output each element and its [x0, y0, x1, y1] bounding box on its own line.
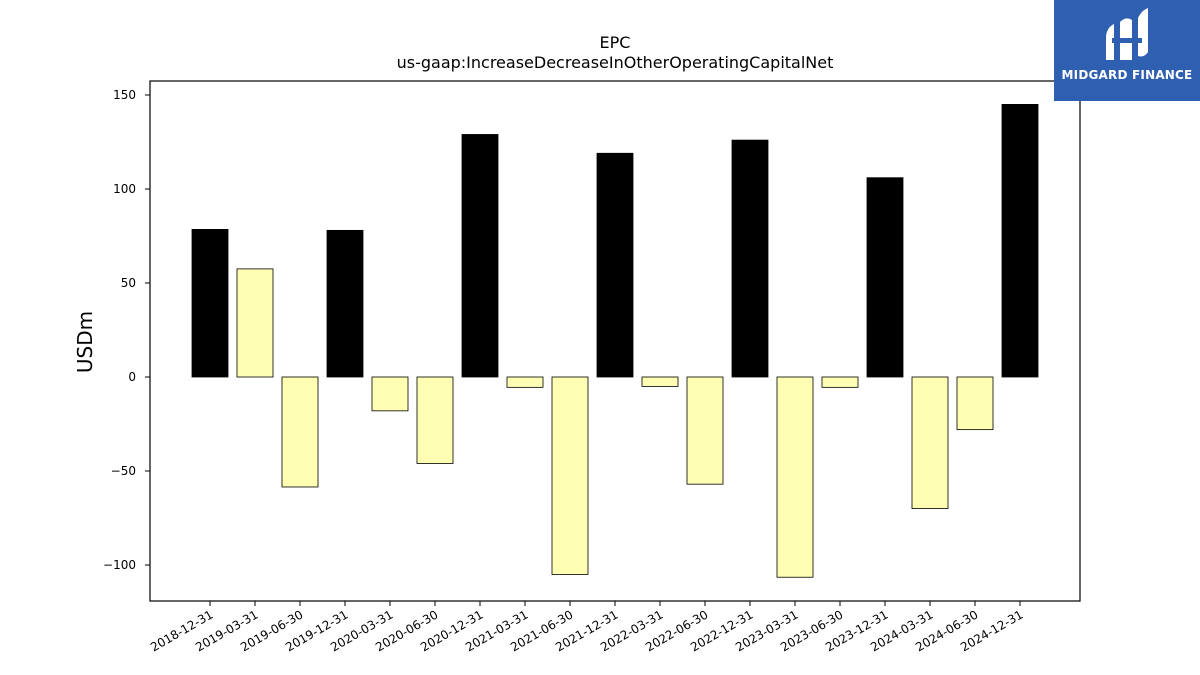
bar-2019-12-31 — [326, 229, 364, 378]
bar-2018-12-31 — [191, 229, 229, 378]
bar-2023-06-30 — [821, 376, 859, 388]
plot-frame — [149, 80, 1081, 602]
y-axis-label: USDm — [73, 311, 97, 373]
y-tick-label: −100 — [103, 558, 136, 572]
bar-2019-06-30 — [281, 376, 319, 488]
bar-2024-03-31 — [911, 376, 949, 510]
bar-2021-12-31 — [596, 152, 634, 378]
bar-2023-03-31 — [776, 376, 814, 578]
bar-2021-06-30 — [551, 376, 589, 575]
bar-2024-06-30 — [956, 376, 994, 431]
bar-2021-03-31 — [506, 376, 544, 388]
bars-group — [191, 104, 1039, 578]
bar-2020-03-31 — [371, 376, 409, 412]
bar-2020-12-31 — [461, 134, 499, 378]
x-axis: 2018-12-312019-03-312019-06-302019-12-31… — [148, 601, 1026, 654]
bar-2023-12-31 — [866, 177, 904, 378]
y-axis: −100 −50 0 50 100 150 — [103, 88, 150, 572]
bar-2020-06-30 — [416, 376, 454, 464]
y-tick-label: 150 — [113, 88, 136, 102]
y-tick-label: −50 — [111, 464, 136, 478]
bar-2019-03-31 — [236, 268, 274, 378]
chart-title: EPC — [600, 33, 631, 52]
chart-subtitle: us-gaap:IncreaseDecreaseInOtherOperating… — [397, 53, 834, 72]
brand-name: MIDGARD FINANCE — [1061, 68, 1193, 82]
y-tick-label: 100 — [113, 182, 136, 196]
bar-2022-06-30 — [686, 376, 724, 485]
bar-2022-03-31 — [641, 376, 679, 387]
bar-2024-12-31 — [1001, 104, 1039, 378]
brand-logo: MIDGARD FINANCE — [1054, 0, 1200, 101]
y-tick-label: 0 — [128, 370, 136, 384]
midgard-logo-icon — [1106, 8, 1148, 60]
bar-2022-12-31 — [731, 139, 769, 378]
y-tick-label: 50 — [121, 276, 136, 290]
